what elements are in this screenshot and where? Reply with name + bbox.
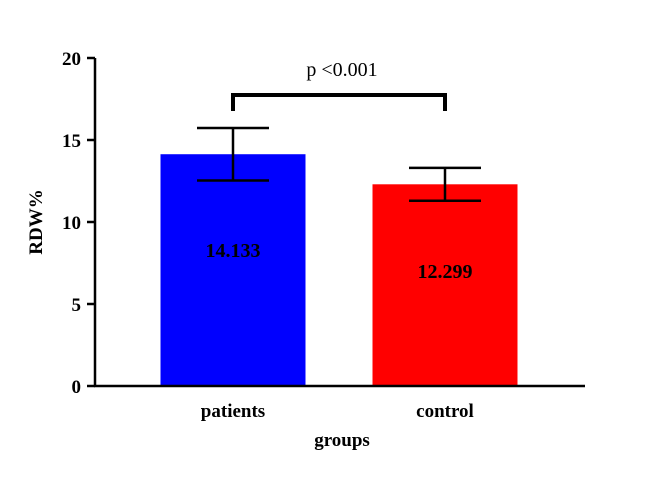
significance-bracket: p <0.001 xyxy=(231,59,447,111)
y-axis-title: RDW% xyxy=(26,189,47,254)
bar-patients xyxy=(160,154,306,386)
y-tick-label-5: 5 xyxy=(72,295,82,316)
y-tick-label-20: 20 xyxy=(62,49,81,70)
x-tick-label-patients: patients xyxy=(201,401,265,422)
p-value-label: p <0.001 xyxy=(306,59,377,81)
bars-layer xyxy=(160,154,518,386)
y-tick-label-10: 10 xyxy=(62,213,81,234)
y-tick-label-0: 0 xyxy=(72,377,82,398)
x-tick-label-control: control xyxy=(416,401,474,422)
x-axis-title: groups xyxy=(314,430,370,451)
x-ticks-layer: patients control xyxy=(201,401,474,422)
significance-bracket-line xyxy=(231,93,447,111)
data-labels-layer: 14.133 12.299 xyxy=(206,240,473,283)
error-bars-layer xyxy=(197,126,481,202)
data-label-patients: 14.133 xyxy=(206,240,261,262)
y-tick-label-15: 15 xyxy=(62,131,81,152)
data-label-control: 12.299 xyxy=(418,261,473,283)
bar-control xyxy=(372,184,518,386)
y-ticks-layer: 0 5 10 15 20 xyxy=(62,49,95,398)
